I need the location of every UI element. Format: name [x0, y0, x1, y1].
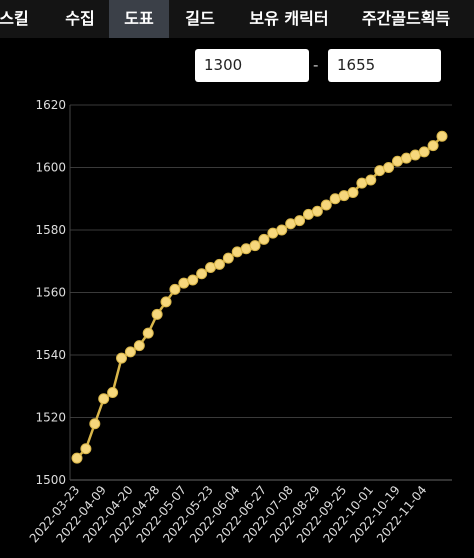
marker — [71, 452, 83, 464]
y-tick-label: 1500 — [35, 473, 66, 487]
y-tick-label: 1560 — [35, 286, 66, 300]
marker — [258, 233, 270, 245]
tab-bar: 스킬 수집 도표 길드 보유 캐릭터 주간골드획득 — [0, 0, 474, 38]
marker — [427, 140, 439, 152]
marker — [89, 418, 101, 430]
marker — [347, 187, 359, 198]
y-tick-label: 1620 — [35, 98, 66, 112]
marker — [311, 205, 323, 217]
y-tick-label: 1600 — [35, 161, 66, 175]
y-tick-label: 1580 — [35, 223, 66, 237]
marker — [365, 174, 377, 186]
marker — [116, 352, 128, 364]
tab[interactable]: 도표 — [109, 0, 169, 38]
tab[interactable]: 수집 — [65, 9, 95, 28]
range-from[interactable]: 1300 — [195, 49, 309, 82]
marker — [320, 199, 332, 211]
marker — [276, 224, 288, 236]
tab[interactable]: 주간골드획득 — [361, 9, 451, 28]
marker — [196, 268, 208, 280]
marker — [436, 130, 448, 142]
marker — [294, 215, 306, 227]
marker — [98, 393, 110, 405]
marker — [160, 296, 172, 308]
marker — [80, 443, 92, 455]
marker — [169, 283, 181, 295]
marker — [249, 240, 261, 252]
marker — [151, 308, 163, 320]
range-to[interactable]: 1655 — [328, 49, 441, 82]
marker — [418, 146, 430, 158]
tab[interactable]: 길드 — [185, 9, 215, 28]
tab[interactable]: 스킬 — [0, 9, 29, 28]
marker — [187, 274, 199, 286]
marker — [142, 327, 154, 339]
marker — [107, 387, 119, 398]
marker — [383, 162, 395, 173]
range-separator: - — [313, 56, 319, 74]
line — [76, 135, 443, 459]
marker — [124, 346, 136, 358]
marker — [133, 340, 145, 352]
marker — [222, 252, 234, 264]
tab[interactable]: 보유 캐릭터 — [249, 9, 329, 28]
y-tick-label: 1540 — [35, 348, 66, 362]
marker — [213, 258, 225, 270]
y-tick-label: 1520 — [35, 411, 66, 425]
